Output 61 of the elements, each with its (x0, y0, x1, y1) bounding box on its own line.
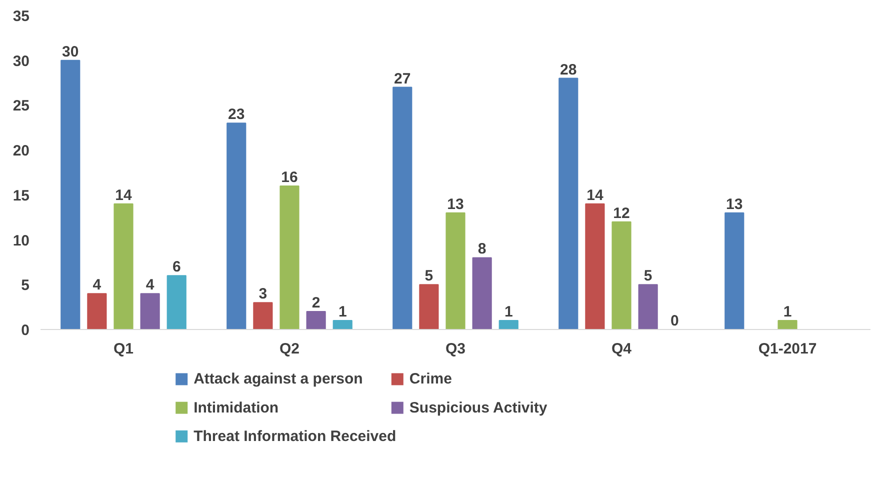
data-label: 3 (258, 286, 268, 303)
y-tick-label: 5 (21, 277, 30, 294)
data-label: 4 (146, 276, 155, 294)
data-label: 12 (613, 204, 630, 222)
data-label: 4 (92, 276, 102, 294)
legend-label: Threat Information Received (194, 428, 396, 445)
data-label: 1 (504, 304, 513, 321)
data-label: 14 (586, 186, 604, 204)
x-tick-label: Q1-2017 (758, 340, 817, 358)
bar (253, 302, 273, 330)
bar (306, 311, 326, 330)
data-label: 0 (670, 312, 679, 330)
legend-label: Intimidation (194, 399, 279, 416)
data-label: 6 (172, 258, 181, 276)
bar (612, 221, 632, 330)
bar (280, 185, 300, 330)
bar (498, 320, 518, 330)
data-label: 5 (424, 268, 434, 285)
legend-label: Attack against a person (194, 370, 363, 388)
bar (60, 60, 80, 330)
bar (166, 275, 186, 330)
bar (114, 203, 134, 330)
bar (446, 212, 466, 330)
data-label: 1 (783, 304, 792, 321)
bar (778, 320, 798, 330)
data-label: 5 (644, 268, 652, 285)
bar (392, 86, 412, 330)
bar (87, 293, 107, 330)
y-tick-label: 0 (21, 322, 30, 339)
x-tick-label: Q3 (445, 340, 466, 358)
y-tick-label: 20 (12, 142, 30, 160)
x-tick-label: Q1 (113, 340, 134, 358)
x-tick-label: Q2 (279, 340, 300, 358)
legend-label: Suspicious Activity (409, 399, 548, 416)
data-label: 23 (228, 106, 245, 124)
x-tick-label: Q4 (611, 340, 632, 358)
bar (724, 212, 744, 330)
y-tick-label: 15 (12, 187, 30, 204)
y-tick-label: 30 (12, 52, 30, 70)
data-label: 13 (726, 196, 743, 213)
y-tick-label: 25 (12, 98, 30, 115)
y-tick-label: 35 (12, 8, 30, 25)
bar (638, 284, 658, 330)
bar (472, 257, 492, 330)
data-label: 14 (115, 186, 132, 204)
y-tick-label: 10 (12, 232, 30, 250)
data-label: 27 (394, 70, 411, 88)
bar (226, 122, 246, 330)
bar (140, 293, 160, 330)
data-label: 8 (478, 240, 486, 258)
bar (585, 203, 605, 330)
data-label: 28 (560, 61, 577, 78)
bar (419, 284, 439, 330)
data-label: 1 (338, 304, 347, 321)
data-label: 2 (312, 294, 320, 312)
data-label: 30 (62, 43, 79, 60)
bar (558, 78, 578, 330)
data-label: 13 (447, 196, 464, 213)
bar (332, 320, 352, 330)
legend-label: Crime (409, 370, 452, 388)
data-label: 16 (281, 168, 298, 186)
